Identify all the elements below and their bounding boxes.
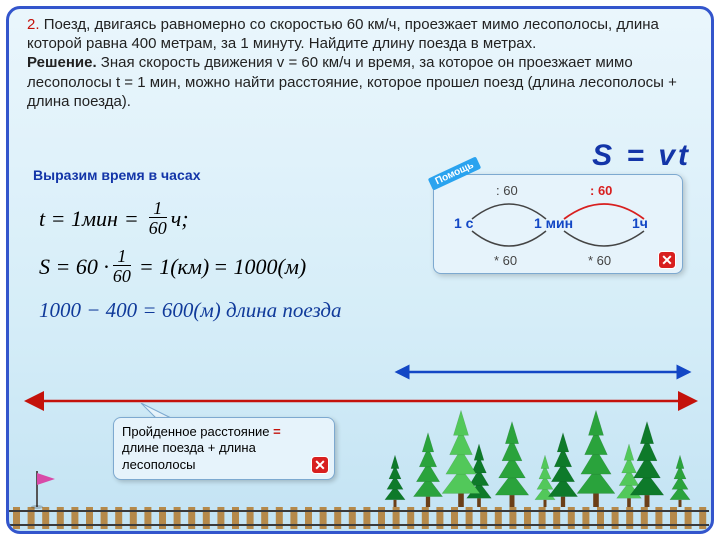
problem-text: Поезд, двигаясь равномерно со скоростью … [27, 16, 659, 52]
note-eq: = [273, 424, 281, 439]
unit-hour: 1ч [632, 215, 648, 231]
hint-text: Выразим время в часах [33, 167, 201, 183]
equations: t = 1мин = 1 60 ч; S = 60 · 1 60 = 1(км)… [39, 199, 342, 327]
help-box: Помощь 1 с 1 мин 1ч : 60 : 60 * 60 * 60 … [433, 174, 683, 274]
div60-a: : 60 [496, 183, 518, 198]
unit-sec: 1 с [454, 215, 473, 231]
eq-time: t = 1мин = 1 60 ч; [39, 199, 342, 237]
note-text-2: длине поезда + длина лесополосы [122, 440, 256, 471]
slide-frame: 2. Поезд, двигаясь равномерно со скорост… [6, 6, 714, 534]
help-close-button[interactable]: ✕ [658, 251, 676, 269]
problem-block: 2. Поезд, двигаясь равномерно со скорост… [27, 15, 693, 111]
eq-s-mid: = 1(км) [139, 250, 209, 283]
note-text-1: Пройденное расстояние [122, 424, 273, 439]
problem-number: 2. [27, 16, 40, 33]
div60-b: : 60 [590, 183, 612, 198]
eq-t-frac: 1 60 [149, 199, 167, 237]
eq-t-unit: ч; [171, 202, 189, 235]
trees [383, 379, 703, 509]
eq-t-lhs: t = 1мин [39, 202, 118, 235]
eq-answer: 1000 − 400 = 600(м) длина поезда [39, 295, 342, 327]
unit-min: 1 мин [534, 215, 573, 231]
formula-svt: S = vt [592, 139, 691, 173]
rails [9, 505, 709, 531]
note-box: Пройденное расстояние = длине поезда + д… [113, 417, 335, 480]
note-close-button[interactable]: ✕ [311, 456, 329, 474]
eq-distance: S = 60 · 1 60 = 1(км) = 1000(м) [39, 247, 342, 285]
mul60-b: * 60 [588, 253, 611, 268]
solution-label: Решение. [27, 54, 97, 71]
eq-s-frac: 1 60 [113, 247, 131, 285]
eq-s-lhs: S = 60 · [39, 250, 109, 283]
flag-icon [31, 469, 59, 509]
mul60-a: * 60 [494, 253, 517, 268]
eq-s-rhs: = 1000(м) [213, 250, 306, 283]
solution-text: Зная скорость движения v = 60 км/ч и вре… [27, 54, 677, 109]
